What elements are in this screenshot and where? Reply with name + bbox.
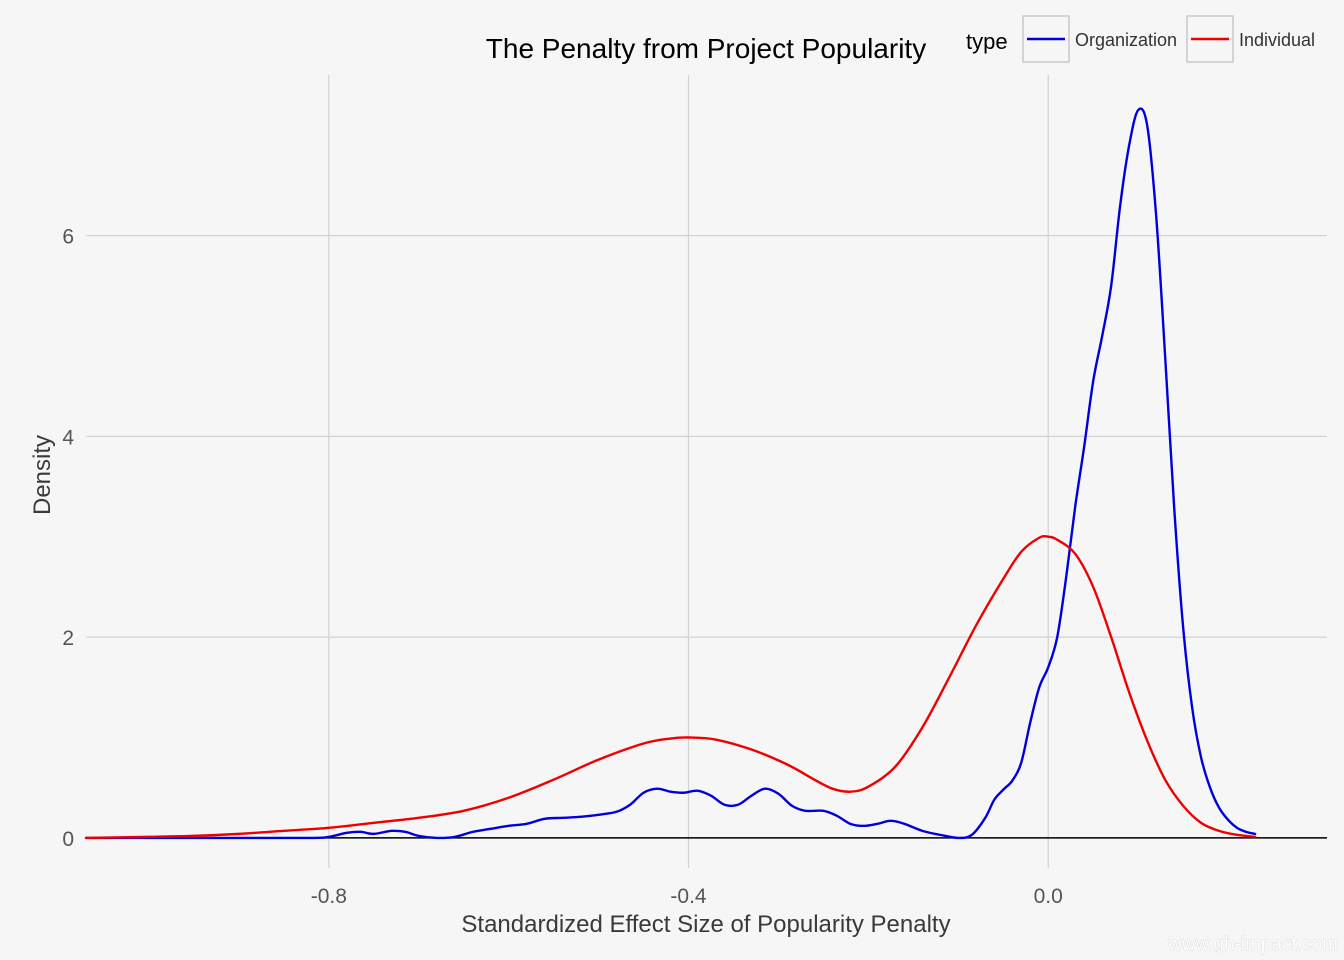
y-tick-label: 2 xyxy=(62,627,74,650)
chart-title: The Penalty from Project Popularity xyxy=(486,33,926,64)
legend-title: type xyxy=(966,29,1008,54)
watermark-text: www.gh-impact.com xyxy=(1167,934,1338,955)
legend-label-organization: Organization xyxy=(1075,30,1177,50)
y-tick-label: 6 xyxy=(62,226,74,249)
legend-label-individual: Individual xyxy=(1239,30,1315,50)
y-axis-title: Density xyxy=(29,435,56,515)
legend-item-organization: Organization xyxy=(1022,15,1177,63)
y-tick-label: 4 xyxy=(62,426,74,449)
series-line-organization xyxy=(84,107,1257,840)
series-line-individual xyxy=(84,534,1257,840)
x-axis-title: Standardized Effect Size of Popularity P… xyxy=(461,911,950,938)
legend: type Organization Individual xyxy=(966,15,1315,63)
tick-labels: -0.8 -0.4 0.0 0 2 4 6 xyxy=(62,226,1063,908)
y-tick-label: 0 xyxy=(62,828,74,851)
x-tick-label: -0.8 xyxy=(311,885,347,908)
grid-lines xyxy=(86,75,1327,868)
x-tick-label: 0.0 xyxy=(1034,885,1063,908)
series-lines xyxy=(84,107,1257,840)
x-tick-label: -0.4 xyxy=(670,885,707,908)
legend-item-individual: Individual xyxy=(1186,15,1315,63)
